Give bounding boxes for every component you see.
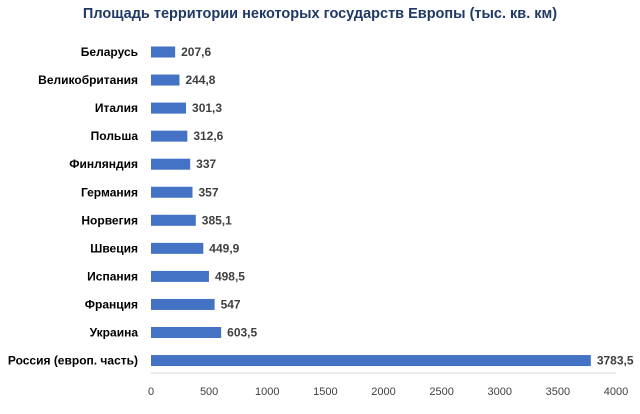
- category-label: Франция: [85, 297, 138, 311]
- value-label: 449,9: [209, 241, 239, 255]
- bar: [151, 355, 591, 367]
- category-label: Испания: [87, 269, 138, 283]
- bar: [151, 46, 176, 58]
- x-tick-label: 3000: [488, 386, 512, 398]
- bar: [151, 158, 191, 170]
- bar: [151, 270, 209, 282]
- category-label: Финляндия: [69, 157, 138, 171]
- category-label: Норвегия: [81, 213, 138, 227]
- value-label: 301,3: [192, 101, 222, 115]
- category-label: Швеция: [90, 241, 138, 255]
- value-label: 207,6: [181, 45, 211, 59]
- bar: [151, 327, 222, 338]
- x-tick-label: 3500: [546, 386, 570, 398]
- category-label: Беларусь: [81, 45, 138, 59]
- value-label: 337: [196, 157, 216, 171]
- bar: [151, 242, 204, 254]
- x-tick-label: 4000: [604, 386, 628, 398]
- chart-title: Площадь территории некоторых государств …: [82, 6, 558, 22]
- category-label: Украина: [90, 326, 139, 340]
- x-tick-label: 1000: [255, 386, 279, 398]
- bar: [151, 214, 196, 226]
- bar: [151, 74, 180, 86]
- value-label: 547: [221, 297, 241, 311]
- x-tick-label: 2500: [429, 386, 453, 398]
- category-label: Италия: [95, 101, 138, 115]
- value-label: 312,6: [193, 129, 223, 143]
- value-label: 357: [199, 185, 219, 199]
- value-label: 498,5: [215, 269, 245, 283]
- category-label: Польша: [91, 129, 139, 143]
- bar: [151, 186, 193, 198]
- x-tick-label: 2000: [371, 386, 395, 398]
- value-label: 603,5: [227, 326, 257, 340]
- x-tick-label: 0: [148, 386, 154, 398]
- category-label: Великобритания: [38, 73, 138, 87]
- value-label: 244,8: [185, 73, 215, 87]
- bar: [151, 298, 215, 310]
- category-label: Германия: [81, 185, 138, 199]
- x-tick-label: 1500: [313, 386, 337, 398]
- x-tick-label: 500: [200, 386, 218, 398]
- value-label: 3783,5: [597, 354, 634, 368]
- category-label: Россия (европ. часть): [8, 354, 138, 368]
- bar: [151, 130, 188, 142]
- value-label: 385,1: [202, 213, 232, 227]
- bar: [151, 102, 187, 114]
